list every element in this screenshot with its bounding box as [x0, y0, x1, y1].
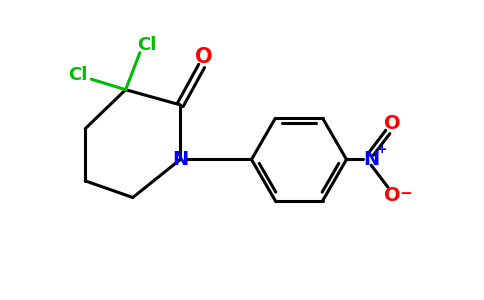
Text: N: N	[363, 150, 379, 169]
Text: +: +	[377, 142, 387, 156]
Text: O: O	[195, 47, 213, 68]
Text: −: −	[399, 186, 412, 201]
Text: O: O	[384, 186, 401, 205]
Text: Cl: Cl	[137, 36, 157, 54]
Text: N: N	[172, 150, 188, 169]
Text: Cl: Cl	[68, 66, 88, 84]
Text: O: O	[384, 114, 401, 133]
